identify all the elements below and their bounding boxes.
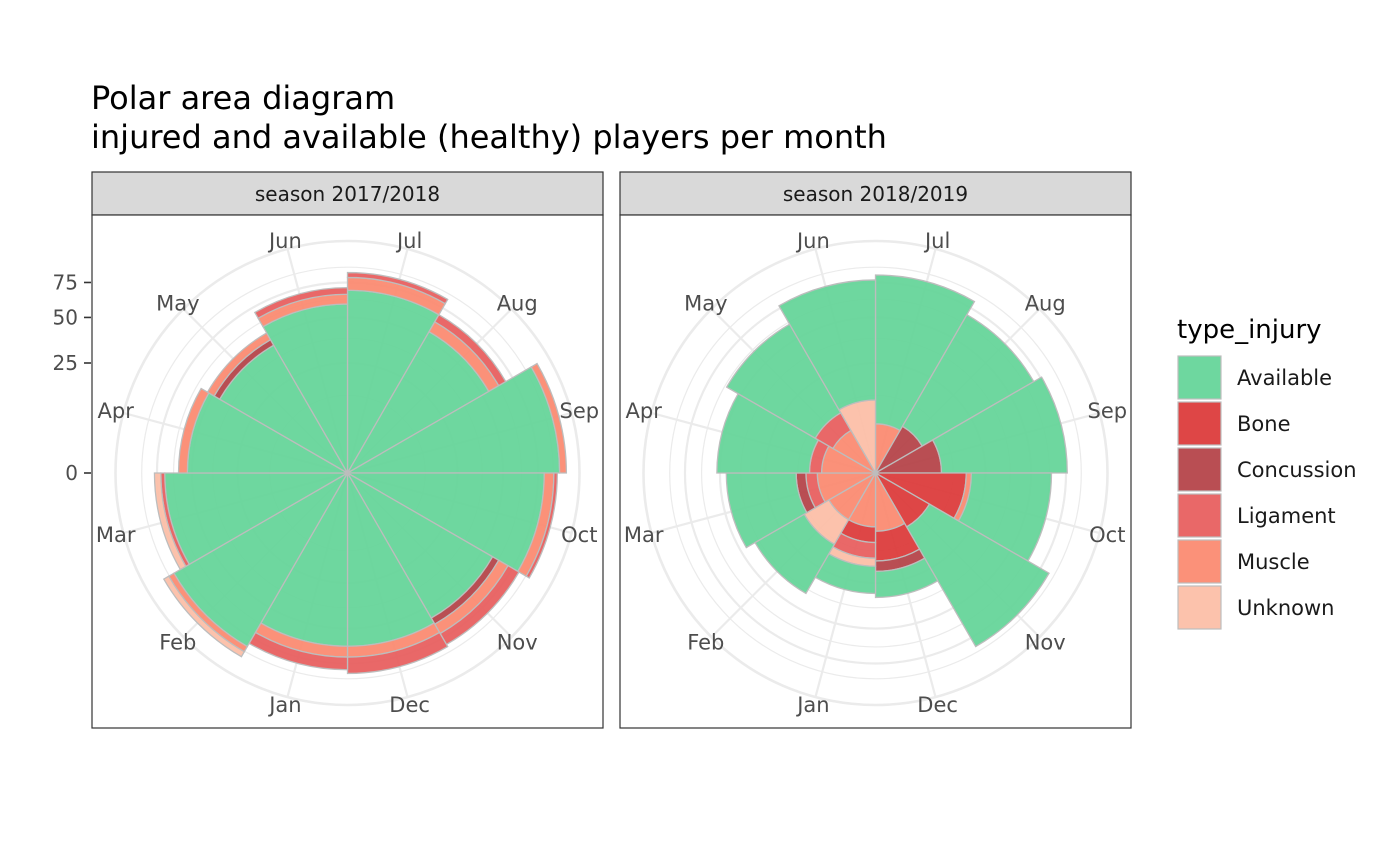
wedge-apr-muscle <box>177 387 210 474</box>
minor-grid-ring <box>669 266 1082 680</box>
legend-title: type_injury <box>1177 315 1322 345</box>
chart-subtitle: injured and available (healthy) players … <box>91 118 887 156</box>
wedge-may-available <box>725 323 842 440</box>
wedge-jul-available <box>874 274 976 432</box>
month-label-jan: Jan <box>267 693 301 717</box>
month-label-oct: Oct <box>1089 523 1125 547</box>
month-label-sep: Sep <box>560 399 600 423</box>
month-labels: Jul Aug Sep Oct Nov Dec Jan Feb Mar Apr May Jun <box>96 229 599 717</box>
legend-label-muscle: Muscle <box>1237 550 1310 574</box>
month-label-may: May <box>684 291 727 315</box>
month-label-aug: Aug <box>1025 291 1066 315</box>
wedge-mar-unknown <box>153 472 187 571</box>
wedge-sep-muscle <box>530 362 568 474</box>
legend-label-bone: Bone <box>1237 412 1290 436</box>
month-label-jul: Jul <box>395 229 422 253</box>
legend-label-unknown: Unknown <box>1237 596 1334 620</box>
month-label-apr: Apr <box>98 399 135 423</box>
month-label-dec: Dec <box>389 693 430 717</box>
wedge-layer <box>716 274 1068 648</box>
month-label-may: May <box>156 291 199 315</box>
month-labels: Jul Aug Sep Oct Nov Dec Jan Feb Mar Apr May Jun <box>624 229 1127 717</box>
legend-swatch-available <box>1177 355 1222 400</box>
polar-plot: Jul Aug Sep Oct Nov Dec Jan Feb Mar Apr May Jun <box>624 229 1127 717</box>
month-label-feb: Feb <box>687 631 724 655</box>
polar-plot: Jul Aug Sep Oct Nov Dec Jan Feb Mar Apr May Jun <box>96 229 599 717</box>
outer-grid-ring <box>114 239 581 707</box>
month-label-mar: Mar <box>96 523 136 547</box>
month-label-sep: Sep <box>1088 399 1128 423</box>
month-label-oct: Oct <box>561 523 597 547</box>
month-label-apr: Apr <box>626 399 663 423</box>
wedge-aug-available <box>901 313 1035 447</box>
strip-background <box>619 171 1132 216</box>
panel-season-2: season 2018/2019 Jul Aug Sep Oct Nov Dec Jan Fe… <box>619 171 1132 729</box>
month-label-nov: Nov <box>497 631 538 655</box>
panel-season-1: season 2017/2018 Jul Aug Sep Oct Nov Dec Jan Fe… <box>91 171 604 729</box>
month-label-jan: Jan <box>795 693 829 717</box>
strip-label: season 2018/2019 <box>783 182 968 206</box>
legend-swatch-muscle <box>1177 539 1222 584</box>
y-tick-label: 50 <box>53 305 78 329</box>
wedge-layer <box>153 271 568 675</box>
wedge-oct-ligament <box>525 472 559 579</box>
wedge-feb-unknown <box>162 575 246 658</box>
outer-grid-ring <box>642 239 1109 707</box>
wedge-jun-available <box>778 279 877 411</box>
wedge-dec-available <box>874 557 939 599</box>
month-label-dec: Dec <box>917 693 958 717</box>
y-tick-label: 0 <box>65 461 78 485</box>
legend-swatch-concussion <box>1177 447 1222 492</box>
legend-swatch-ligament <box>1177 493 1222 538</box>
legend: type_injury Available Bone Concussion Ligam… <box>1177 315 1357 630</box>
wedge-dec-ligament <box>346 631 449 675</box>
legend-label-ligament: Ligament <box>1237 504 1336 528</box>
y-tick-label: 25 <box>53 351 78 375</box>
legend-label-concussion: Concussion <box>1237 458 1357 482</box>
wedge-sep-available <box>931 376 1068 474</box>
wedge-jul-ligament <box>346 271 449 305</box>
chart-title: Polar area diagram <box>91 79 395 117</box>
legend-swatch-unknown <box>1177 585 1222 630</box>
month-label-nov: Nov <box>1025 631 1066 655</box>
month-label-jun: Jun <box>795 229 830 253</box>
month-label-jun: Jun <box>267 229 302 253</box>
wedge-jun-ligament <box>253 286 349 320</box>
strip-label: season 2017/2018 <box>255 182 440 206</box>
month-label-jul: Jul <box>923 229 950 253</box>
month-label-feb: Feb <box>159 631 196 655</box>
strip-background <box>91 171 604 216</box>
y-tick-label: 75 <box>53 270 78 294</box>
month-label-aug: Aug <box>497 291 538 315</box>
legend-label-available: Available <box>1237 366 1332 390</box>
legend-swatch-bone <box>1177 401 1222 446</box>
radial-axis: 0 25 50 75 <box>53 270 91 485</box>
month-label-mar: Mar <box>624 523 664 547</box>
wedge-nov-available <box>905 503 1050 648</box>
